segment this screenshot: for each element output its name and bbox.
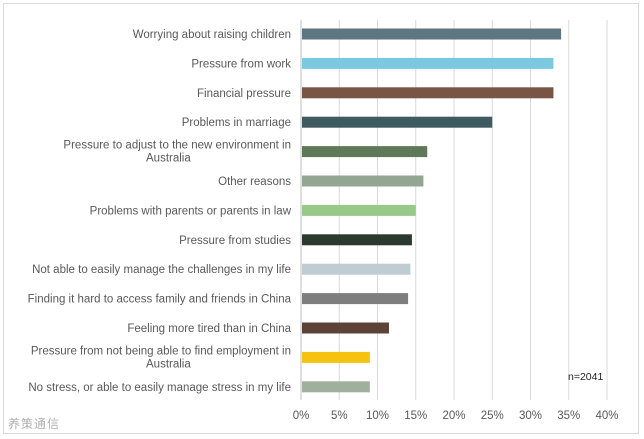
- bar: [302, 57, 554, 69]
- x-tick-label: 0%: [293, 410, 310, 422]
- x-tick-label: 5%: [331, 410, 348, 422]
- bar: [302, 322, 389, 334]
- x-tick-label: 30%: [519, 410, 542, 422]
- x-tick-label: 10%: [366, 410, 389, 422]
- bar: [302, 175, 424, 187]
- category-label: Pressure from work: [191, 58, 291, 70]
- category-labels: Worrying about raising children Pressure …: [28, 29, 292, 394]
- x-tick-label: 25%: [481, 410, 504, 422]
- x-tick-label: 35%: [557, 410, 580, 422]
- category-label: Pressure from studies: [179, 235, 291, 247]
- x-tick-labels: 0% 5% 10% 15% 20% 25% 30% 35% 40%: [293, 410, 619, 422]
- bar: [302, 146, 428, 158]
- category-label: Other reasons: [218, 176, 291, 188]
- category-label: Problems in marriage: [182, 117, 291, 129]
- sample-size-note: n=2041: [568, 371, 603, 383]
- gridlines: [300, 20, 608, 400]
- watermark: 养策通信: [8, 417, 61, 431]
- category-label: No stress, or able to easily manage stre…: [28, 382, 291, 394]
- category-label-line: Australia: [146, 358, 191, 370]
- category-label: Not able to easily manage the challenges…: [32, 264, 291, 276]
- category-label: Worrying about raising children: [133, 29, 291, 41]
- category-label: Pressure to adjust to the new environmen…: [63, 140, 291, 165]
- bar: [302, 381, 370, 393]
- category-label: Problems with parents or parents in law: [90, 205, 292, 217]
- x-tick-label: 20%: [442, 410, 465, 422]
- x-tick-label: 40%: [595, 410, 618, 422]
- category-label: Pressure from not being able to find emp…: [31, 345, 291, 370]
- category-label-line: Pressure to adjust to the new environmen…: [63, 140, 291, 152]
- category-label: Finding it hard to access family and fri…: [28, 294, 292, 306]
- bar: [302, 234, 412, 246]
- category-label: Feeling more tired than in China: [127, 323, 291, 335]
- bar: [302, 293, 409, 305]
- x-tick-label: 15%: [404, 410, 427, 422]
- bar: [302, 87, 554, 99]
- bar: [302, 351, 370, 363]
- bar: [302, 28, 562, 40]
- category-label-line: Australia: [146, 153, 191, 165]
- bars: [302, 28, 562, 393]
- bar: [302, 116, 493, 128]
- category-label-line: Pressure from not being able to find emp…: [31, 345, 291, 357]
- bar: [302, 204, 416, 216]
- bar: [302, 263, 411, 275]
- category-label: Financial pressure: [197, 88, 291, 100]
